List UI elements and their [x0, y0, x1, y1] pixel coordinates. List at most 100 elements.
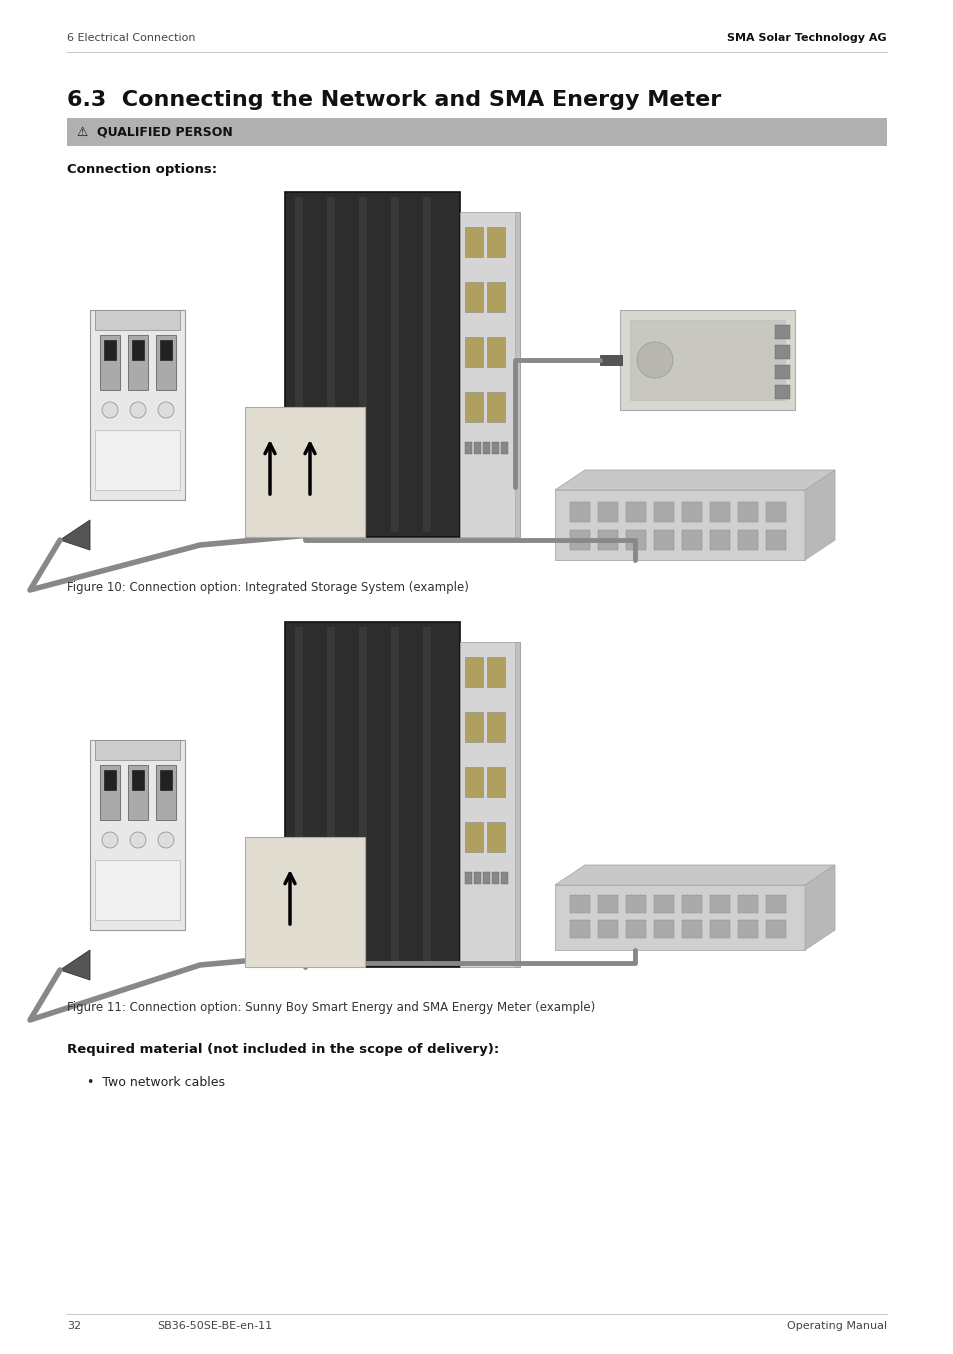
Bar	[738, 919, 758, 938]
Bar	[459, 213, 519, 538]
Bar	[598, 895, 618, 913]
Bar	[774, 345, 789, 359]
Bar	[128, 765, 148, 821]
Bar	[327, 196, 335, 532]
Bar	[285, 192, 459, 538]
Bar	[569, 502, 589, 523]
Bar	[90, 310, 185, 500]
Bar	[486, 393, 504, 422]
Text: Figure 11: Connection option: Sunny Boy Smart Energy and SMA Energy Meter (examp: Figure 11: Connection option: Sunny Boy …	[67, 1001, 595, 1014]
Polygon shape	[60, 951, 90, 980]
Text: Operating Manual: Operating Manual	[786, 1322, 886, 1331]
Polygon shape	[555, 865, 834, 886]
Bar	[709, 502, 729, 523]
Text: •  Two network cables: • Two network cables	[87, 1075, 225, 1089]
Text: 32: 32	[67, 1322, 81, 1331]
Bar	[464, 227, 482, 257]
Bar	[90, 741, 185, 930]
Bar	[327, 627, 335, 961]
Bar	[459, 642, 519, 967]
Bar	[486, 657, 504, 686]
Bar	[459, 642, 515, 967]
Bar	[474, 441, 480, 454]
Bar	[625, 502, 645, 523]
Bar	[555, 490, 804, 561]
Text: SB36-50SE-BE-en-11: SB36-50SE-BE-en-11	[157, 1322, 272, 1331]
Bar	[709, 919, 729, 938]
Bar	[709, 895, 729, 913]
Circle shape	[102, 831, 118, 848]
Bar	[464, 393, 482, 422]
Bar	[132, 340, 144, 360]
Bar	[100, 334, 120, 390]
Bar	[482, 441, 490, 454]
Bar	[464, 766, 482, 798]
Bar	[774, 385, 789, 399]
Bar	[569, 895, 589, 913]
Bar	[765, 502, 785, 523]
Bar	[654, 502, 673, 523]
Bar	[160, 340, 172, 360]
Bar	[104, 770, 116, 789]
Bar	[486, 822, 504, 852]
Bar	[625, 529, 645, 550]
Polygon shape	[804, 865, 834, 951]
Bar	[738, 529, 758, 550]
Bar	[774, 366, 789, 379]
Text: SMA Solar Technology AG: SMA Solar Technology AG	[726, 32, 886, 43]
Bar	[67, 185, 886, 565]
Bar	[555, 886, 804, 951]
Bar	[492, 441, 498, 454]
Circle shape	[130, 402, 146, 418]
Bar	[681, 502, 701, 523]
Bar	[569, 919, 589, 938]
Bar	[156, 334, 175, 390]
Circle shape	[158, 831, 173, 848]
Text: Connection options:: Connection options:	[67, 164, 217, 176]
Circle shape	[102, 402, 118, 418]
Bar	[619, 310, 794, 410]
Bar	[464, 822, 482, 852]
Bar	[569, 529, 589, 550]
Bar	[625, 895, 645, 913]
Bar	[486, 227, 504, 257]
Bar	[598, 502, 618, 523]
Bar	[625, 919, 645, 938]
Bar	[486, 337, 504, 367]
Bar	[500, 872, 507, 884]
Bar	[474, 872, 480, 884]
Bar	[486, 766, 504, 798]
Bar	[654, 895, 673, 913]
Bar	[709, 529, 729, 550]
Bar	[422, 627, 431, 961]
Bar	[391, 627, 398, 961]
Bar	[245, 408, 365, 538]
Bar	[464, 441, 472, 454]
Bar	[391, 196, 398, 532]
Bar	[104, 340, 116, 360]
Bar	[629, 320, 784, 399]
Polygon shape	[804, 470, 834, 561]
Bar	[464, 712, 482, 742]
Bar	[160, 770, 172, 789]
Bar	[599, 355, 621, 366]
Bar	[681, 529, 701, 550]
Bar	[294, 196, 303, 532]
Bar	[95, 310, 180, 330]
Text: Required material (not included in the scope of delivery):: Required material (not included in the s…	[67, 1044, 498, 1056]
Bar	[358, 627, 367, 961]
Bar	[245, 837, 365, 967]
Bar	[492, 872, 498, 884]
Bar	[464, 337, 482, 367]
Bar	[774, 325, 789, 338]
Circle shape	[637, 343, 672, 378]
Bar	[464, 282, 482, 311]
Bar	[294, 627, 303, 961]
Text: Figure 10: Connection option: Integrated Storage System (example): Figure 10: Connection option: Integrated…	[67, 581, 468, 593]
Bar	[486, 712, 504, 742]
Bar	[358, 196, 367, 532]
Bar	[156, 765, 175, 821]
Bar	[422, 196, 431, 532]
Bar	[67, 615, 886, 984]
Bar	[482, 872, 490, 884]
